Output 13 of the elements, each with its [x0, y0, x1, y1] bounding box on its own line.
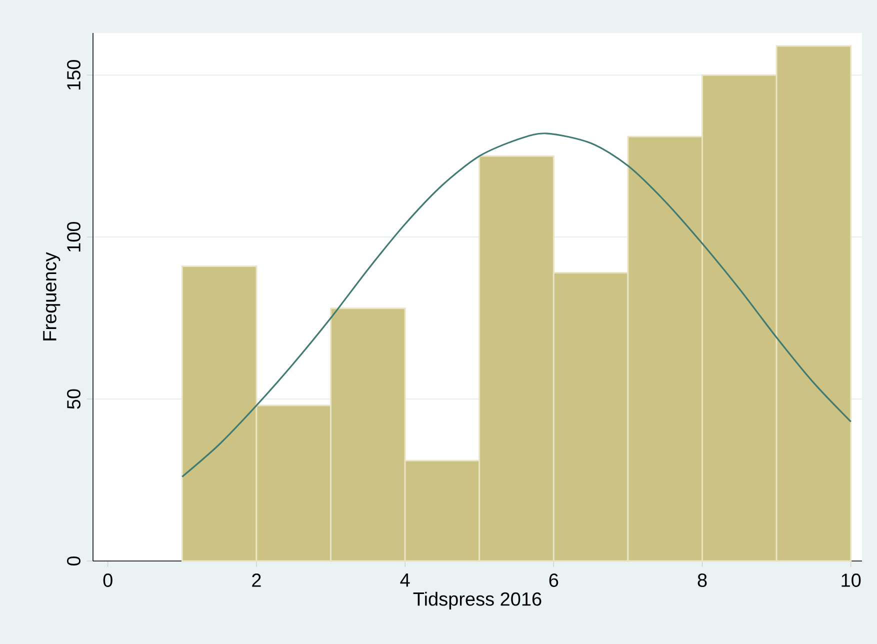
line-series [181, 132, 852, 478]
y-tick-label: 50 [67, 389, 80, 409]
x-tick-label: 8 [698, 574, 707, 587]
y-tick-label: 150 [67, 60, 80, 90]
x-tick-label: 4 [400, 574, 410, 587]
y-tick-label: 0 [67, 556, 80, 566]
x-tick-label: 10 [842, 574, 861, 587]
y-axis-title: Frequency [43, 252, 60, 340]
x-tick-label: 0 [103, 574, 112, 587]
x-tick-label: 6 [549, 574, 558, 587]
x-tick-label: 2 [252, 574, 261, 587]
x-axis-title: Tidspress 2016 [413, 592, 542, 610]
y-tick-label: 100 [67, 222, 80, 252]
